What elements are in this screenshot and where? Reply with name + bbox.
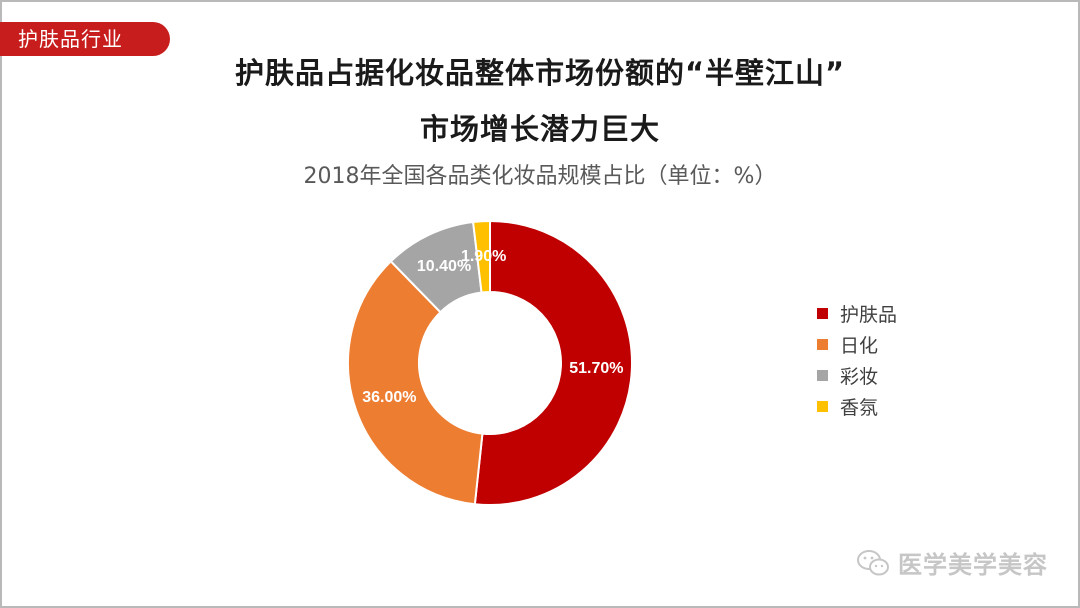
slice-value-label: 1.90%: [461, 248, 506, 265]
page-title-line-2: 市场增长潜力巨大: [419, 112, 660, 146]
wechat-icon: [857, 549, 889, 575]
legend-swatch: [817, 370, 828, 381]
page-title-line-1: 护肤品占据化妆品整体市场份额的“半壁江山”: [234, 56, 846, 90]
legend-item-fragrance: 香氛: [817, 391, 897, 422]
chart-legend: 护肤品 日化 彩妆 香氛: [817, 298, 897, 422]
donut-slice: [473, 219, 633, 506]
legend-item-makeup: 彩妆: [817, 360, 897, 391]
watermark: 医学美学美容: [856, 545, 1048, 580]
legend-label: 彩妆: [840, 366, 879, 388]
legend-swatch: [817, 401, 828, 412]
donut-slice: [471, 219, 491, 294]
legend-label: 日化: [840, 335, 879, 357]
section-tag: 护肤品行业: [0, 22, 170, 56]
slice-value-label: 36.00%: [362, 389, 416, 406]
donut-slice: [347, 259, 484, 506]
legend-item-skincare: 护肤品: [817, 298, 897, 329]
legend-swatch: [817, 308, 828, 319]
legend-label: 护肤品: [840, 304, 898, 326]
legend-item-daily-chemicals: 日化: [817, 329, 897, 360]
chart-subtitle: 2018年全国各品类化妆品规模占比（单位：%）: [303, 164, 777, 189]
legend-label: 香氛: [840, 397, 879, 419]
slice-value-label: 51.70%: [569, 360, 623, 377]
watermark-text: 医学美学美容: [898, 551, 1048, 579]
legend-swatch: [817, 339, 828, 350]
slice-value-label: 10.40%: [417, 258, 471, 275]
